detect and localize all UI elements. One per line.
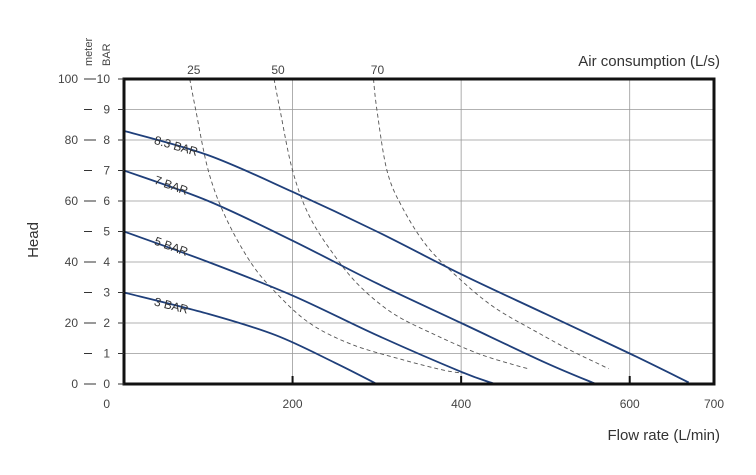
bar-tick-label: 8: [103, 133, 110, 147]
x-tick-label: 0: [103, 397, 110, 411]
x-tick-label: 200: [283, 397, 303, 411]
meter-tick-label: 80: [65, 133, 79, 147]
y-axis-title: Head: [25, 222, 42, 258]
bar-tick-label: 0: [103, 377, 110, 391]
pressure-curve-label: 7 BAR: [152, 173, 190, 198]
meter-tick-label: 40: [65, 255, 79, 269]
pressure-curve: [123, 291, 378, 385]
meter-tick-label: 0: [71, 377, 78, 391]
meter-tick-label: 60: [65, 194, 79, 208]
air-consumption-axis-title: Air consumption (L/s): [578, 53, 720, 70]
x-tick-label: 700: [704, 397, 724, 411]
bar-tick-label: 9: [103, 103, 110, 117]
pressure-curve-label: 5 BAR: [152, 234, 190, 259]
bar-tick-label: 1: [103, 347, 110, 361]
air-consumption-curve: [373, 78, 609, 370]
meter-tick-label: 20: [65, 316, 79, 330]
x-tick-label: 600: [620, 397, 640, 411]
meter-tick-label: 100: [58, 72, 78, 86]
bar-tick-label: 7: [103, 164, 110, 178]
x-axis-title: Flow rate (L/min): [607, 427, 720, 444]
bar-unit-label: BAR: [101, 43, 113, 66]
grid-layer: [124, 79, 714, 384]
bar-tick-label: 5: [103, 225, 110, 239]
air-curve-label: 50: [271, 63, 285, 77]
air-consumption-curves: 25 50 70: [187, 63, 609, 374]
pressure-curve: [123, 169, 597, 385]
pressure-curve: [123, 129, 690, 384]
bar-tick-label: 2: [103, 316, 110, 330]
bar-tick-label: 6: [103, 194, 110, 208]
x-tick-label: 400: [451, 397, 471, 411]
pressure-curve-label: 3 BAR: [153, 295, 190, 317]
bar-tick-label: 10: [97, 72, 111, 86]
bar-tick-label: 4: [103, 255, 110, 269]
bar-tick-label: 3: [103, 286, 110, 300]
air-consumption-curve: [189, 78, 466, 374]
meter-unit-label: meter: [83, 38, 95, 66]
air-curve-label: 70: [371, 63, 385, 77]
air-curve-label: 25: [187, 63, 201, 77]
pressure-curve: [123, 230, 496, 385]
pressure-curve-label: 8.3 BAR: [153, 133, 200, 159]
pressure-curves: 8.3 BAR 7 BAR 5 BAR 3 BAR: [123, 129, 690, 385]
